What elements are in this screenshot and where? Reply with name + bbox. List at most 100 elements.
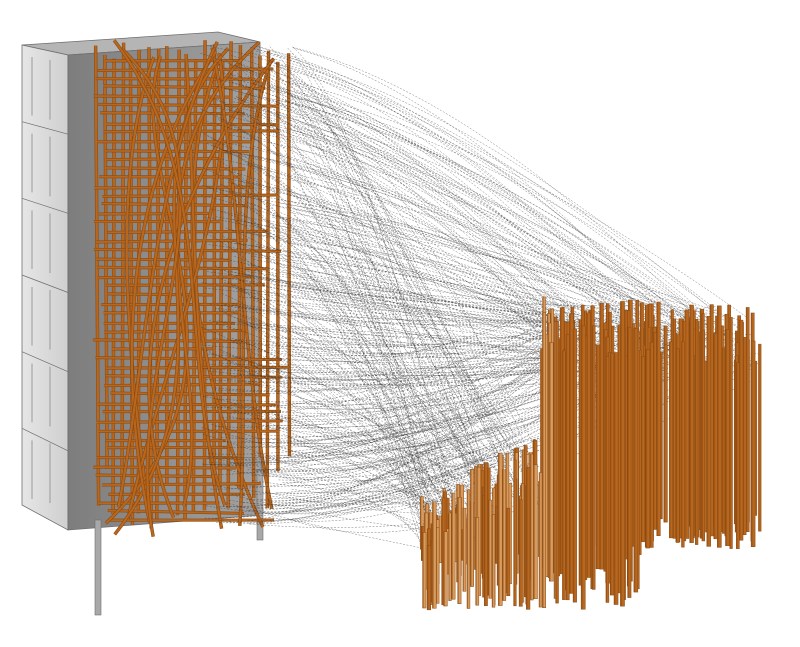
correspondence-line xyxy=(231,336,730,463)
stockpile-stick-shade xyxy=(695,319,697,545)
frame-horizontal-face xyxy=(101,482,261,486)
correspondence-line xyxy=(242,359,557,443)
correspondence-line xyxy=(288,175,471,480)
stockpile-stick-shade xyxy=(435,527,438,604)
correspondence-line xyxy=(217,117,503,482)
correspondence-line xyxy=(256,465,442,514)
correspondence-line xyxy=(291,519,426,533)
correspondence-line xyxy=(202,338,653,373)
correspondence-line xyxy=(271,204,690,325)
correspondence-line xyxy=(291,96,740,330)
stockpile-stick-shade xyxy=(495,506,497,564)
stockpile-stick-shade xyxy=(739,320,741,541)
stockpile-stick-shade xyxy=(700,309,702,539)
correspondence-line xyxy=(238,321,744,341)
correspondence-line xyxy=(282,87,520,512)
frame-horizontal-face xyxy=(96,239,248,243)
stockpile-stick-shade xyxy=(722,347,724,534)
frame-vertical-face xyxy=(183,59,188,521)
stockpile-stick-shade xyxy=(599,303,602,570)
stockpile-stick-shade xyxy=(562,350,564,600)
correspondence-line xyxy=(285,100,714,355)
stockpile-stick-shade xyxy=(676,348,678,543)
correspondence-line xyxy=(212,112,690,372)
correspondence-line xyxy=(217,277,433,506)
floor-line xyxy=(21,121,69,135)
correspondence-line xyxy=(220,183,444,515)
stockpile-stick-shade xyxy=(441,497,443,605)
correspondence-line xyxy=(242,108,697,326)
correspondence-line xyxy=(207,271,629,311)
correspondence-line xyxy=(215,341,571,392)
correspondence-line xyxy=(249,362,540,495)
correspondence-line xyxy=(200,53,564,357)
stockpile-stick-shade xyxy=(689,305,692,543)
correspondence-line xyxy=(292,46,460,536)
frame-horizontal-face xyxy=(92,338,243,343)
correspondence-line xyxy=(236,96,471,476)
correspondence-line xyxy=(292,46,754,378)
stockpile-stick-shade xyxy=(497,475,499,586)
correspondence-line xyxy=(236,96,561,325)
correspondence-line xyxy=(218,158,628,331)
correspondence-line xyxy=(215,318,549,414)
stockpile-stick-shade xyxy=(573,328,575,603)
stockpile-stick-shade xyxy=(746,307,748,532)
correspondence-line xyxy=(280,212,531,473)
correspondence-line xyxy=(277,199,690,321)
stockpile-stick-shade xyxy=(542,312,544,608)
correspondence-line xyxy=(261,278,634,354)
correspondence-line xyxy=(208,76,641,322)
correspondence-line xyxy=(239,353,682,381)
correspondence-line xyxy=(230,404,468,493)
correspondence-line xyxy=(249,313,621,524)
correspondence-line xyxy=(287,224,428,549)
stockpile-stick-shade xyxy=(627,327,629,598)
stockpile-stick-shade xyxy=(474,466,476,570)
frame-horizontal-face xyxy=(95,77,256,81)
correspondence-line xyxy=(219,351,544,448)
correspondence-line xyxy=(275,426,499,462)
correspondence-line xyxy=(247,382,515,483)
correspondence-line xyxy=(216,86,656,353)
stockpile-stick-shade xyxy=(590,305,593,589)
building-front-face xyxy=(21,44,69,531)
correspondence-line xyxy=(261,343,435,522)
correspondence-line xyxy=(249,69,534,445)
correspondence-line xyxy=(268,332,685,355)
correspondence-line xyxy=(293,289,570,322)
stockpile-stick-shade xyxy=(729,317,731,549)
correspondence-line xyxy=(264,294,479,477)
stockpile-stick-shade xyxy=(681,341,683,548)
correspondence-line xyxy=(261,81,433,512)
correspondence-line xyxy=(206,315,591,395)
correspondence-line xyxy=(208,244,739,347)
stockpile-stick-shade xyxy=(669,341,671,538)
correspondence-line xyxy=(248,341,556,511)
stockpile-stick-shade xyxy=(443,531,445,607)
correspondence-line xyxy=(239,296,752,335)
correspondence-line xyxy=(260,254,500,518)
correspondence-line xyxy=(218,344,716,370)
correspondence-line xyxy=(236,370,541,509)
support-post xyxy=(94,519,102,616)
correspondence-line xyxy=(206,121,614,380)
stockpile-stick-shade xyxy=(470,469,472,587)
stockpile-stick-shade xyxy=(717,305,719,548)
correspondence-line xyxy=(292,419,449,535)
correspondence-line xyxy=(208,365,564,380)
correspondence-line xyxy=(289,80,701,314)
stockpile-stick-shade xyxy=(506,508,508,596)
correspondence-line xyxy=(201,427,444,506)
correspondence-line xyxy=(284,371,737,478)
correspondence-line xyxy=(244,154,747,354)
correspondence-line xyxy=(203,314,562,409)
correspondence-line xyxy=(293,202,506,455)
stockpile-stick-shade xyxy=(427,545,429,610)
correspondence-line xyxy=(274,317,572,404)
stockpile-stick-shade xyxy=(448,512,450,601)
frame-horizontal-face xyxy=(96,419,283,424)
correspondence-line xyxy=(264,289,520,516)
correspondence-line xyxy=(257,66,646,365)
frame-horizontal-face xyxy=(96,258,230,262)
